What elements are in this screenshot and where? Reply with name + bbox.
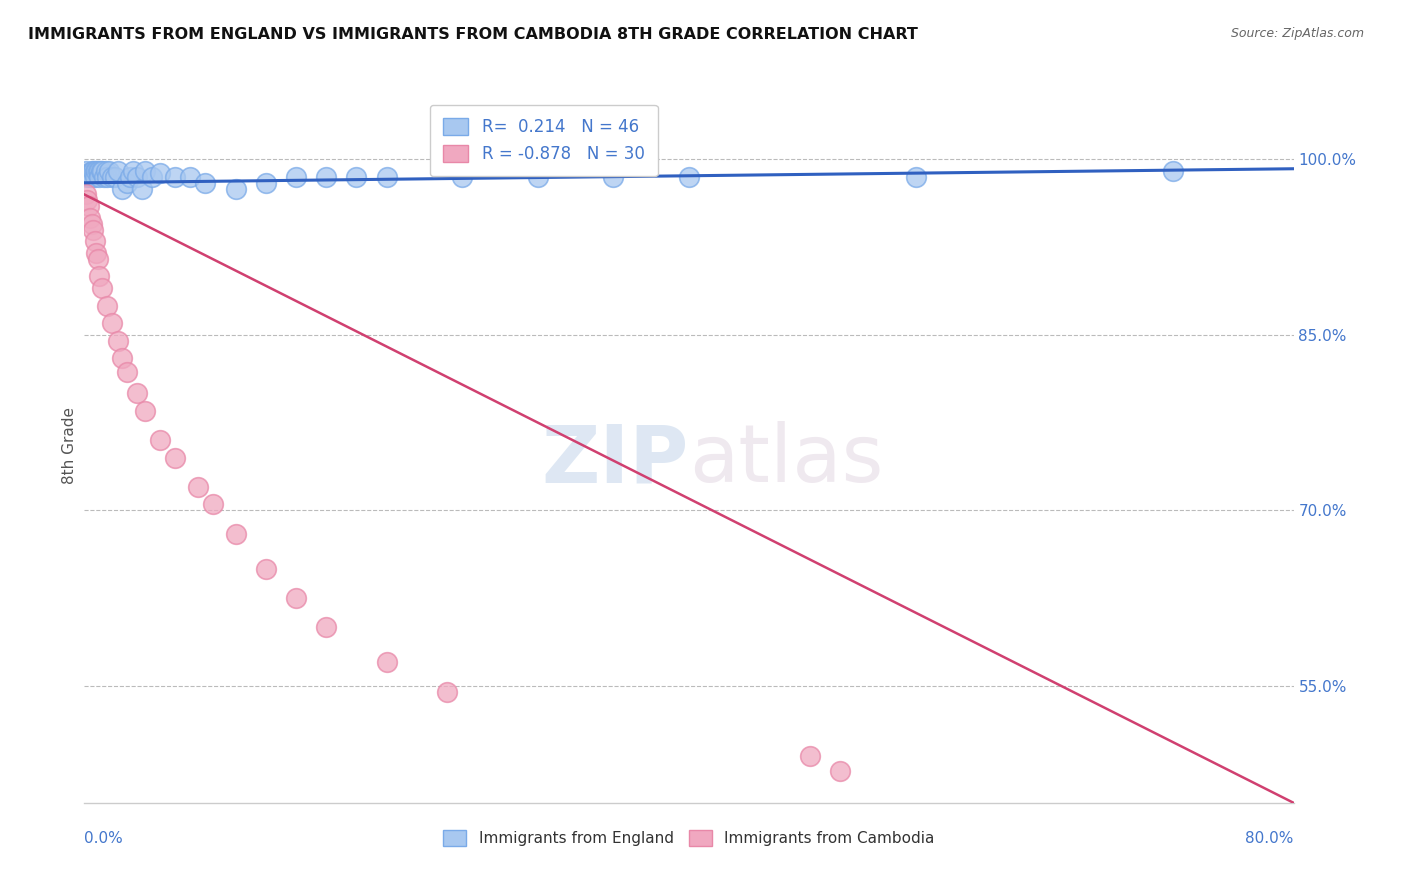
Point [225, 526, 247, 541]
Point [285, 591, 308, 605]
Point [90, 164, 112, 178]
Point [77, 166, 100, 180]
Text: 0.0%: 0.0% [84, 831, 124, 847]
Point [346, 169, 368, 184]
Point [285, 169, 308, 184]
Point [91, 164, 114, 178]
Text: IMMIGRANTS FROM ENGLAND VS IMMIGRANTS FROM CAMBODIA 8TH GRADE CORRELATION CHART: IMMIGRANTS FROM ENGLAND VS IMMIGRANTS FR… [28, 27, 918, 42]
Point [149, 433, 172, 447]
Point [94, 164, 117, 178]
Point [96, 169, 118, 184]
Point [315, 620, 337, 634]
Point [375, 656, 398, 670]
Point [830, 764, 852, 779]
Point [134, 404, 156, 418]
Text: atlas: atlas [689, 421, 883, 500]
Point [80, 164, 103, 178]
Point [225, 181, 247, 195]
Point [111, 351, 134, 366]
Text: 80.0%: 80.0% [1246, 831, 1294, 847]
Point [80, 217, 103, 231]
Point [76, 169, 98, 184]
Point [134, 164, 156, 178]
Point [87, 252, 110, 266]
Point [91, 281, 114, 295]
Point [84, 169, 107, 184]
Point [165, 169, 187, 184]
Point [131, 181, 153, 195]
Point [127, 386, 149, 401]
Text: Source: ZipAtlas.com: Source: ZipAtlas.com [1230, 27, 1364, 40]
Point [118, 169, 141, 184]
Point [89, 164, 111, 178]
Point [76, 194, 98, 208]
Point [149, 166, 172, 180]
Point [79, 211, 101, 225]
Point [107, 334, 129, 348]
Point [86, 164, 108, 178]
Point [89, 169, 111, 184]
Point [96, 299, 118, 313]
Point [602, 169, 624, 184]
Point [254, 176, 277, 190]
Point [82, 222, 104, 236]
Point [115, 365, 138, 379]
Point [89, 269, 111, 284]
Point [904, 169, 927, 184]
Point [75, 187, 97, 202]
Point [436, 684, 458, 698]
Point [187, 480, 209, 494]
Legend: Immigrants from England, Immigrants from Cambodia: Immigrants from England, Immigrants from… [437, 824, 941, 852]
Point [84, 164, 107, 178]
Point [451, 169, 474, 184]
Point [141, 169, 163, 184]
Point [179, 169, 201, 184]
Point [254, 562, 277, 576]
Point [100, 169, 122, 184]
Point [194, 176, 217, 190]
Point [127, 169, 149, 184]
Point [93, 169, 115, 184]
Point [121, 164, 143, 178]
Point [107, 164, 129, 178]
Point [375, 169, 398, 184]
Point [799, 749, 821, 764]
Point [115, 176, 138, 190]
Point [84, 234, 107, 248]
Point [82, 164, 104, 178]
Point [678, 169, 700, 184]
Point [201, 498, 224, 512]
Point [111, 181, 134, 195]
Point [1161, 164, 1184, 178]
Point [97, 164, 120, 178]
Point [100, 316, 122, 330]
Point [77, 199, 100, 213]
Y-axis label: 8th Grade: 8th Grade [62, 408, 77, 484]
Point [87, 164, 110, 178]
Point [86, 246, 108, 260]
Point [165, 450, 187, 465]
Point [80, 169, 103, 184]
Text: ZIP: ZIP [541, 421, 689, 500]
Point [315, 169, 337, 184]
Point [527, 169, 550, 184]
Point [75, 164, 97, 178]
Point [79, 169, 101, 184]
Point [104, 169, 127, 184]
